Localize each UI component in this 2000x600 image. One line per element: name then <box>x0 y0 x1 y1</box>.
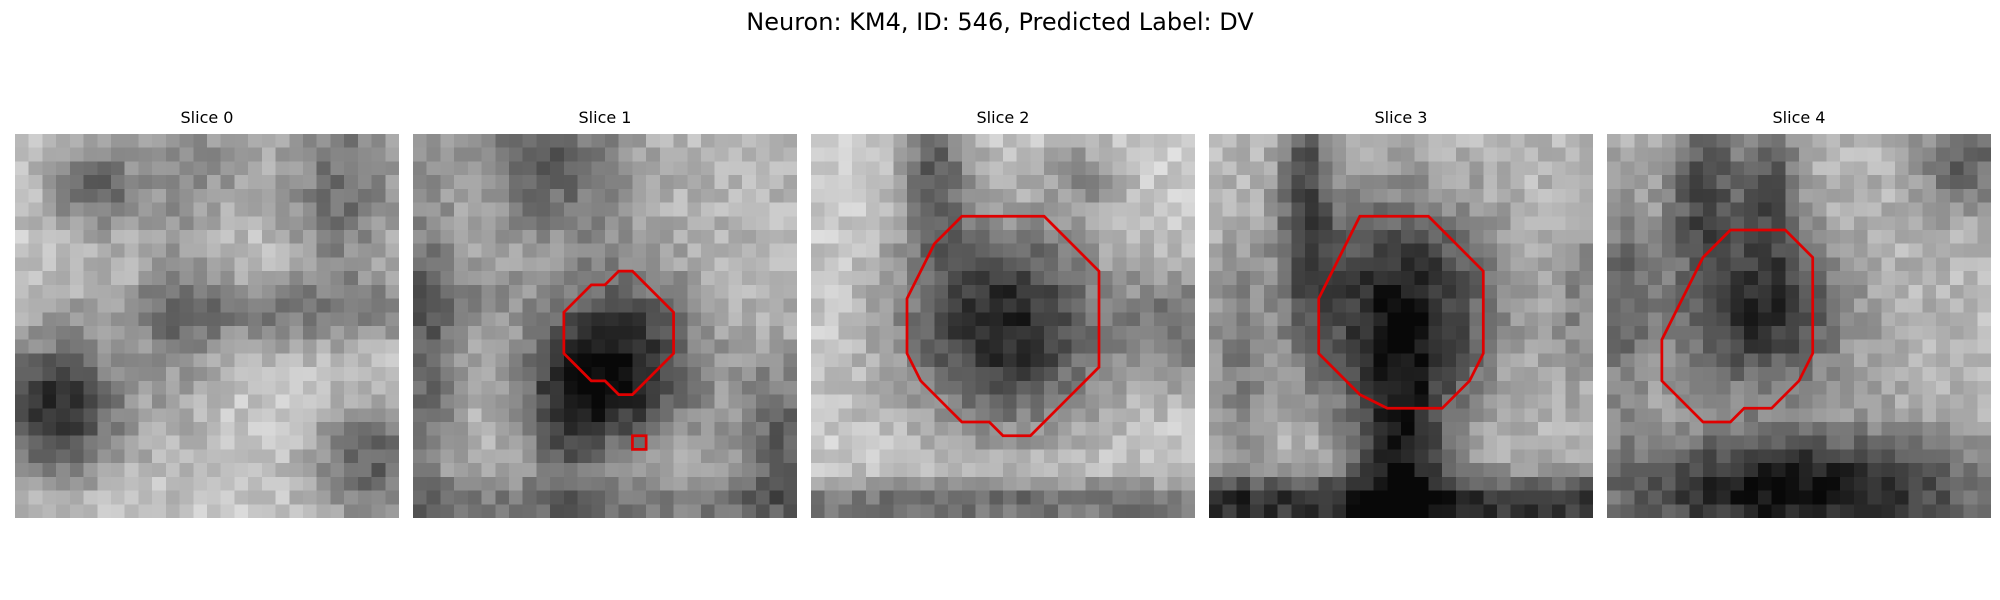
slice-image-2 <box>811 134 1195 518</box>
segmentation-contour-1-1 <box>631 434 648 451</box>
slice-image-0 <box>15 134 399 518</box>
slice-image-1 <box>413 134 797 518</box>
slice-title-1: Slice 1 <box>578 108 632 127</box>
slice-title-0: Slice 0 <box>180 108 234 127</box>
slice-image-3 <box>1209 134 1593 518</box>
segmentation-contour-4-0 <box>1660 228 1815 424</box>
slice-panels: Slice 0 Slice 1 Slice 2 Slice 3 Slice 4 <box>0 108 2000 518</box>
figure-title: Neuron: KM4, ID: 546, Predicted Label: D… <box>746 8 1254 36</box>
slice-title-4: Slice 4 <box>1772 108 1826 127</box>
segmentation-contour-1-0 <box>562 269 675 396</box>
slice-title-2: Slice 2 <box>976 108 1030 127</box>
slice-title-3: Slice 3 <box>1374 108 1428 127</box>
segmentation-contour-3-0 <box>1317 214 1485 410</box>
slice-image-4 <box>1607 134 1991 518</box>
segmentation-contour-2-0 <box>905 214 1101 438</box>
